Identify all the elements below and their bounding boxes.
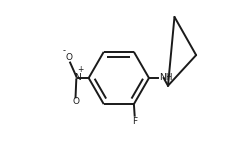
Text: O: O: [72, 98, 79, 106]
Text: N: N: [74, 73, 80, 83]
Text: NH: NH: [159, 73, 172, 83]
Text: +: +: [77, 65, 84, 74]
Text: O: O: [65, 53, 72, 62]
Text: -: -: [63, 46, 66, 55]
Text: F: F: [132, 117, 137, 126]
